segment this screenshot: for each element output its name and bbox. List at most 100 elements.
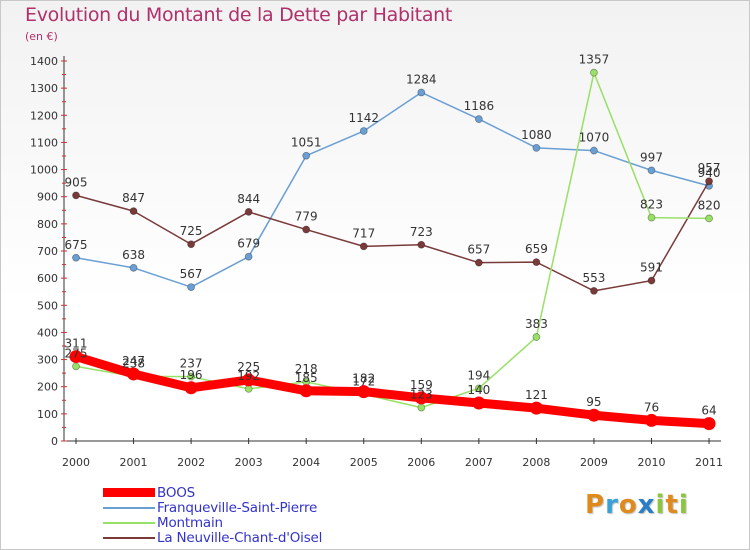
data-point bbox=[472, 396, 486, 410]
data-point bbox=[587, 408, 601, 422]
x-tick-label: 2010 bbox=[638, 456, 666, 469]
y-tick-label: 600 bbox=[37, 272, 58, 285]
y-tick-label: 500 bbox=[37, 299, 58, 312]
data-point bbox=[414, 391, 428, 405]
data-label: 238 bbox=[122, 356, 145, 370]
legend-item: La Neuville-Chant-d'Oisel bbox=[103, 530, 322, 546]
y-tick-label: 0 bbox=[51, 435, 58, 448]
chart-title: Evolution du Montant de la Dette par Hab… bbox=[25, 4, 453, 26]
chart-subtitle: (en €) bbox=[25, 30, 58, 43]
chart-legend: BOOS Franqueville-Saint-Pierre Montmain La … bbox=[103, 484, 322, 546]
data-label: 725 bbox=[180, 224, 203, 238]
data-point bbox=[645, 413, 658, 427]
data-label: 95 bbox=[586, 395, 601, 409]
legend-label: Franqueville-Saint-Pierre bbox=[157, 499, 318, 516]
data-point bbox=[417, 403, 426, 412]
legend-swatch bbox=[103, 488, 155, 497]
data-label: 192 bbox=[237, 369, 260, 383]
data-label: 121 bbox=[525, 388, 548, 402]
data-point bbox=[705, 214, 713, 223]
data-point bbox=[302, 151, 311, 160]
logo-letter: o bbox=[618, 490, 638, 520]
x-tick-label: 2006 bbox=[407, 456, 435, 469]
data-label: 1357 bbox=[579, 53, 610, 67]
data-label: 997 bbox=[640, 150, 663, 164]
data-label: 1186 bbox=[464, 99, 495, 113]
data-point bbox=[705, 177, 713, 186]
data-point bbox=[359, 242, 368, 251]
legend-item: Montmain bbox=[103, 515, 322, 531]
data-label: 823 bbox=[640, 198, 663, 212]
data-label: 64 bbox=[701, 404, 716, 418]
data-point bbox=[647, 276, 656, 285]
series-line bbox=[75, 180, 710, 292]
data-point bbox=[647, 166, 656, 175]
data-label: 679 bbox=[237, 237, 260, 251]
data-label: 1284 bbox=[406, 72, 437, 86]
x-tick-label: 2003 bbox=[235, 456, 263, 469]
legend-item: BOOS bbox=[103, 484, 322, 501]
data-label: 567 bbox=[180, 267, 203, 281]
logo-letter: i bbox=[655, 490, 666, 520]
y-tick-label: 1300 bbox=[30, 82, 58, 95]
data-label: 76 bbox=[644, 400, 659, 414]
data-label: 194 bbox=[467, 368, 490, 382]
data-point bbox=[72, 253, 80, 262]
x-tick-label: 2004 bbox=[292, 456, 320, 469]
data-label: 1142 bbox=[348, 111, 379, 125]
y-tick-label: 1200 bbox=[30, 109, 58, 122]
data-point bbox=[129, 207, 138, 216]
legend-item: Franqueville-Saint-Pierre bbox=[103, 499, 322, 516]
data-label: 237 bbox=[180, 357, 203, 371]
data-point bbox=[590, 146, 598, 155]
data-point bbox=[127, 367, 141, 381]
series-line bbox=[75, 91, 710, 288]
data-label: 820 bbox=[698, 198, 721, 212]
data-point bbox=[590, 286, 598, 295]
y-tick-label: 700 bbox=[37, 245, 58, 258]
data-point bbox=[69, 350, 83, 364]
data-point bbox=[187, 240, 196, 249]
data-point bbox=[72, 191, 80, 200]
data-label: 779 bbox=[295, 210, 318, 224]
data-label: 905 bbox=[65, 175, 88, 189]
data-point bbox=[529, 401, 543, 415]
data-label: 675 bbox=[65, 238, 88, 252]
data-label: 275 bbox=[65, 346, 88, 360]
y-tick-label: 300 bbox=[37, 354, 58, 367]
logo-letter: x bbox=[637, 490, 656, 520]
x-tick-label: 2011 bbox=[695, 456, 723, 469]
data-label: 657 bbox=[467, 243, 490, 257]
data-point bbox=[244, 384, 253, 393]
data-label: 185 bbox=[295, 371, 318, 385]
data-point bbox=[474, 115, 483, 123]
data-label: 159 bbox=[410, 378, 433, 392]
y-tick-label: 800 bbox=[37, 218, 58, 231]
legend-swatch bbox=[103, 506, 155, 509]
data-point bbox=[357, 385, 371, 399]
data-label: 225 bbox=[237, 360, 260, 374]
x-tick-label: 2001 bbox=[120, 456, 148, 469]
data-label: 247 bbox=[122, 354, 145, 368]
y-tick-label: 100 bbox=[37, 408, 58, 421]
legend-swatch bbox=[103, 521, 155, 524]
logo-letter: P bbox=[585, 490, 606, 520]
data-label: 847 bbox=[122, 191, 145, 205]
legend-label: BOOS bbox=[157, 484, 196, 501]
logo-letter: i bbox=[678, 490, 689, 520]
y-tick-label: 1000 bbox=[30, 164, 58, 177]
series-line bbox=[71, 352, 714, 429]
data-label: 140 bbox=[467, 383, 490, 397]
data-point bbox=[647, 213, 656, 222]
data-label: 1080 bbox=[521, 128, 552, 142]
data-point bbox=[417, 240, 426, 249]
data-point bbox=[187, 372, 196, 381]
data-label: 957 bbox=[698, 161, 721, 175]
data-label: 844 bbox=[237, 192, 260, 206]
logo-letter: r bbox=[605, 490, 619, 520]
logo-letter: t bbox=[665, 490, 679, 520]
data-point bbox=[302, 225, 311, 234]
legend-swatch bbox=[103, 536, 155, 539]
data-point bbox=[244, 252, 253, 261]
